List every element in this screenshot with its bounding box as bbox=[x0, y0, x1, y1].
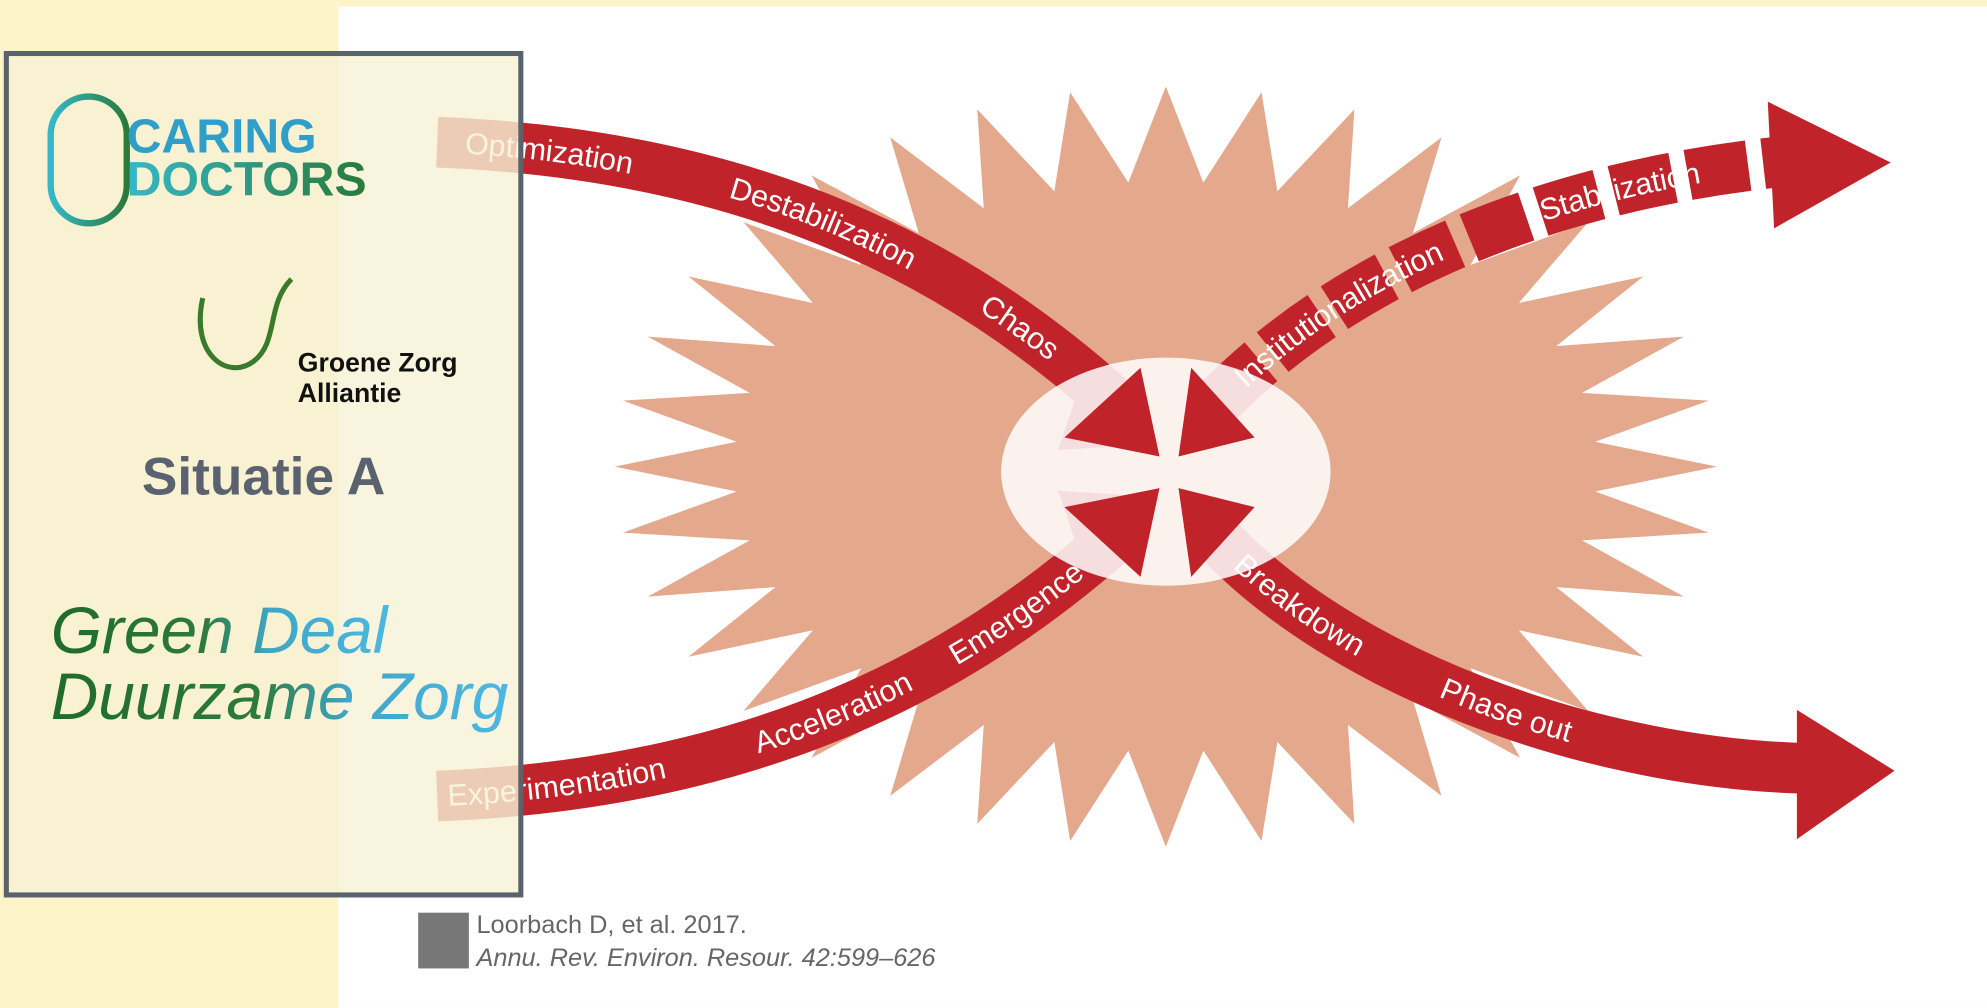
arrowhead bbox=[1178, 488, 1255, 577]
side-panel bbox=[3, 50, 524, 898]
arrowhead bbox=[1767, 101, 1891, 229]
arrowhead bbox=[1796, 709, 1895, 840]
logo-text: DOCTORS bbox=[127, 152, 367, 206]
title: Green Deal bbox=[51, 593, 390, 667]
situation: Situatie A bbox=[142, 447, 385, 506]
arrowhead bbox=[1178, 367, 1255, 457]
logo-icon bbox=[197, 277, 294, 371]
arrowhead bbox=[1064, 367, 1160, 457]
logo-text: Groene Zorg bbox=[298, 348, 458, 378]
journal-logo bbox=[418, 912, 469, 969]
citation: Annu. Rev. Environ. Resour. 42:599–626 bbox=[474, 944, 936, 972]
logo-icon bbox=[47, 93, 130, 227]
arrowhead bbox=[1064, 488, 1160, 577]
logo-text: Alliantie bbox=[298, 378, 402, 408]
title: Duurzame Zorg bbox=[51, 659, 509, 733]
logo-text: CARING bbox=[127, 109, 317, 163]
citation: Loorbach D, et al. 2017. bbox=[476, 911, 746, 939]
center-ellipse bbox=[1001, 357, 1331, 586]
